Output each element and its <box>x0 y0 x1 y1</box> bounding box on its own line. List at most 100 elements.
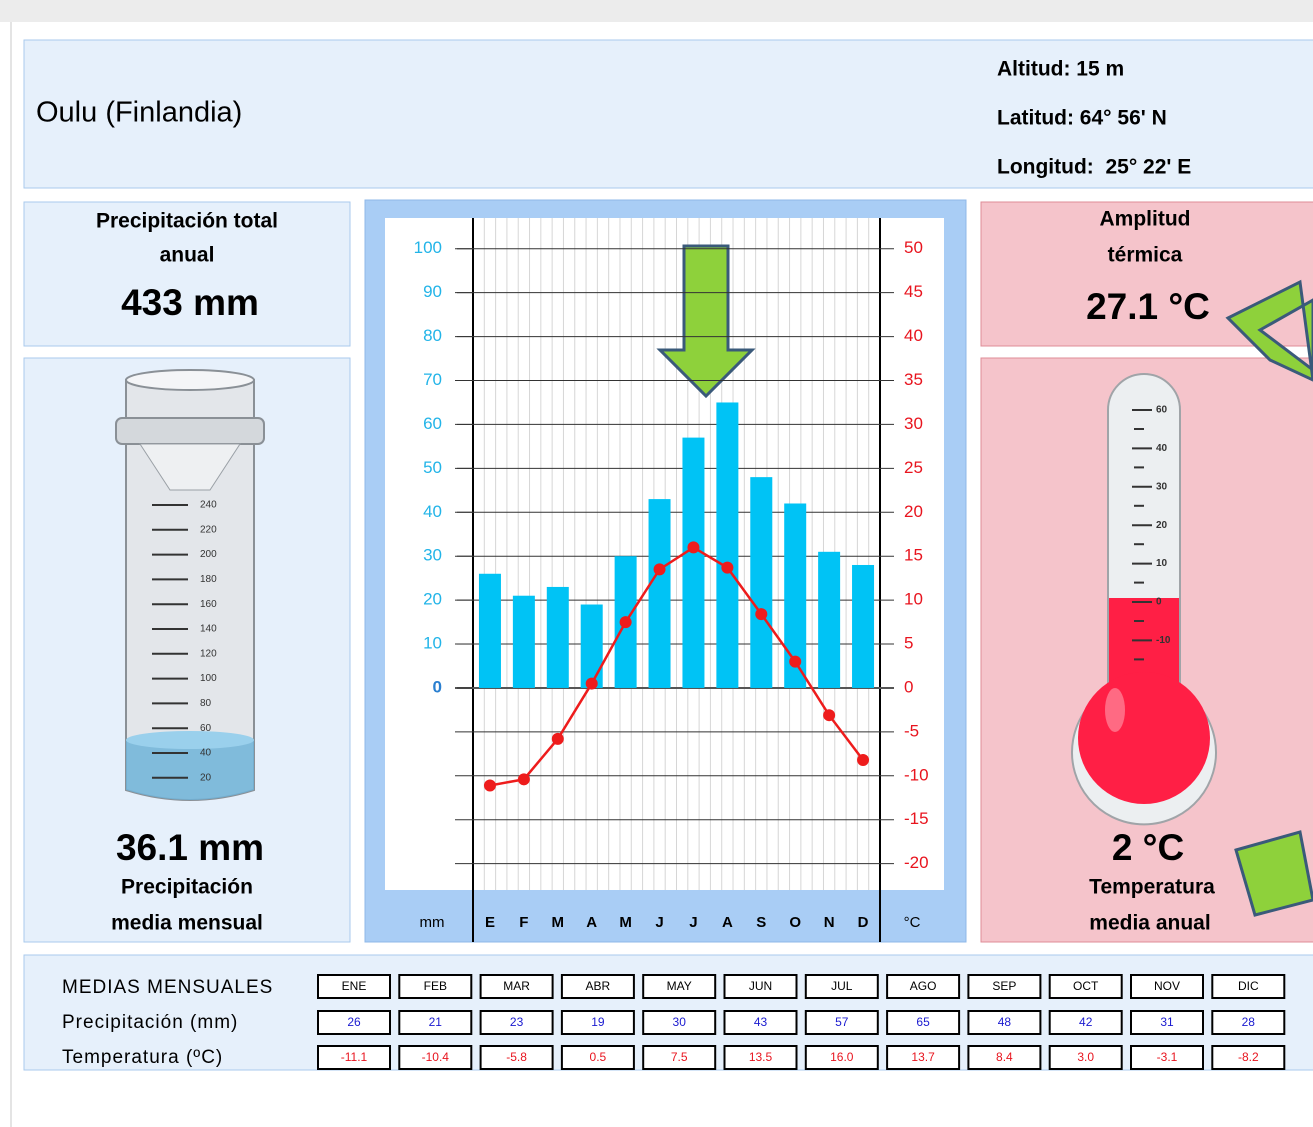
gauge-tick-label: 60 <box>200 723 212 734</box>
arrow <box>1225 279 1313 382</box>
precip-cell: 43 <box>754 1015 768 1029</box>
temp-cell-box <box>804 1045 879 1070</box>
y-axis-label: mm <box>420 914 445 931</box>
temp-cell: -3.1 <box>1157 1050 1178 1064</box>
bar <box>750 477 773 688</box>
month-header-box <box>479 974 554 999</box>
x-tick-label: S <box>756 914 766 931</box>
month-header-box <box>1211 974 1286 999</box>
month-header-box <box>1048 974 1123 999</box>
gauge-tick-label: 40 <box>200 748 212 759</box>
temp-cell-box <box>1048 1045 1123 1070</box>
precip-cell-box <box>1130 1010 1204 1035</box>
y-tick-label: 90 <box>423 282 442 301</box>
precip-cell-box <box>804 1010 879 1035</box>
precip-mean: 36.1 mm <box>116 827 264 868</box>
precip-cell-box <box>317 1010 391 1035</box>
temp-cell: 8.4 <box>996 1050 1013 1064</box>
precip-cell-box <box>479 1010 554 1035</box>
precip-mean-label: Precipitación <box>121 876 253 899</box>
thermo-tick-label: 40 <box>1156 443 1168 454</box>
temperature-point <box>721 561 734 574</box>
precip-cell-box <box>560 1010 635 1035</box>
precip-cell: 31 <box>1160 1015 1174 1029</box>
temperature-point <box>551 732 564 745</box>
x-tick-label: J <box>689 914 697 931</box>
thermo-tick-label: 30 <box>1156 481 1168 492</box>
month-header: OCT <box>1073 979 1099 993</box>
precip-mean-label: media mensual <box>111 912 263 935</box>
temp-cell-box <box>1211 1045 1286 1070</box>
bar <box>580 604 603 688</box>
y2-tick-label: 50 <box>904 238 923 257</box>
y-tick-label: 0 <box>433 677 442 696</box>
y2-tick-label: 0 <box>904 677 913 696</box>
y-tick-label: 10 <box>423 634 442 653</box>
x-tick-label: J <box>655 914 663 931</box>
bar <box>478 573 501 688</box>
precip-cell: 57 <box>835 1015 849 1029</box>
y2-tick-label: 40 <box>904 326 923 345</box>
bar <box>682 437 705 688</box>
temp-cell: 0.5 <box>590 1050 607 1064</box>
latitude: Latitud: 64° 56' N <box>997 107 1167 130</box>
y2-axis-label: °C <box>904 914 921 931</box>
thermometer <box>1071 373 1217 826</box>
temp-cell-box <box>398 1045 473 1070</box>
amplitude-label: térmica <box>1108 244 1183 267</box>
month-header: MAY <box>667 979 692 993</box>
temperature-point <box>585 677 598 690</box>
amplitude-label: Amplitud <box>1100 208 1191 231</box>
month-header: SEP <box>992 979 1016 993</box>
temp-cell-box <box>560 1045 635 1070</box>
temperature-point <box>483 779 496 792</box>
longitude: Longitud: 25° 22' E <box>997 156 1191 179</box>
month-header-box <box>804 974 879 999</box>
x-tick-label: O <box>789 914 801 931</box>
month-header: MAR <box>503 979 530 993</box>
x-tick-label: E <box>485 914 495 931</box>
precip-cell-box <box>1211 1010 1286 1035</box>
temp-cell-box <box>886 1045 961 1070</box>
precip-cell: 23 <box>510 1015 524 1029</box>
month-header-box <box>560 974 635 999</box>
y-tick-label: 80 <box>423 326 442 345</box>
bar <box>546 586 569 688</box>
temp-cell-box <box>1130 1045 1204 1070</box>
month-header: JUN <box>749 979 772 993</box>
precip-cell-box <box>1048 1010 1123 1035</box>
station-title: Oulu (Finlandia) <box>36 97 242 129</box>
y2-tick-label: 25 <box>904 458 923 477</box>
temperature-point <box>687 541 700 554</box>
gauge-tick-label: 100 <box>200 673 217 684</box>
header-panel <box>23 39 1313 189</box>
precip-cell: 48 <box>998 1015 1012 1029</box>
precip-cell: 28 <box>1242 1015 1256 1029</box>
thermo-tick-label: -10 <box>1156 635 1171 646</box>
temp-cell-box <box>642 1045 717 1070</box>
month-header-box <box>1130 974 1204 999</box>
y2-tick-label: 35 <box>904 370 923 389</box>
bar <box>852 564 875 688</box>
month-header: ABR <box>586 979 611 993</box>
y2-tick-label: -5 <box>904 721 919 740</box>
temperature-point <box>789 655 802 668</box>
mean-temp-label: media anual <box>1089 912 1210 935</box>
x-tick-label: A <box>586 914 597 931</box>
y-tick-label: 20 <box>423 590 442 609</box>
amplitude: 27.1 °C <box>1086 286 1210 327</box>
temperature-point <box>653 563 666 576</box>
month-header-box <box>967 974 1042 999</box>
month-header-box <box>398 974 473 999</box>
top-strip <box>0 0 1313 22</box>
month-header-box <box>886 974 961 999</box>
y-tick-label: 30 <box>423 546 442 565</box>
month-header: ENE <box>342 979 367 993</box>
y-tick-label: 100 <box>414 238 442 257</box>
y2-tick-label: 45 <box>904 282 923 301</box>
month-header-box <box>723 974 798 999</box>
precip-cell: 30 <box>673 1015 687 1029</box>
bar <box>512 595 535 688</box>
y-tick-label: 50 <box>423 458 442 477</box>
thermo-tick-label: 0 <box>1156 597 1162 608</box>
